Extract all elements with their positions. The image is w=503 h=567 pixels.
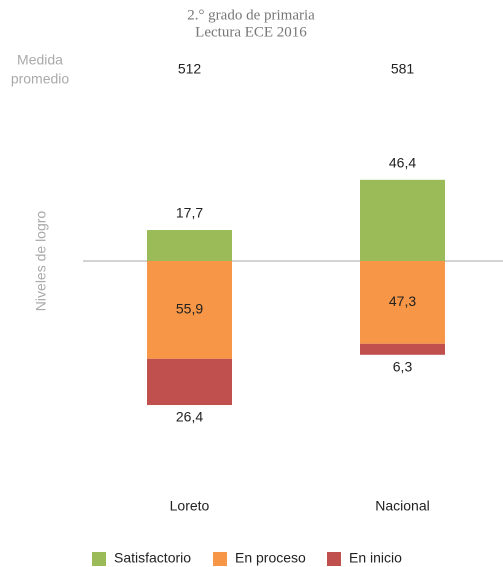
data-label: 26,4	[176, 409, 203, 425]
y-axis-label: Niveles de logro	[33, 211, 49, 312]
data-label: 17,7	[176, 205, 203, 221]
bar-segment	[147, 358, 232, 406]
chart-subtitle: Lectura ECE 2016	[195, 24, 307, 40]
bar-segment	[360, 261, 445, 344]
legend-swatch	[327, 552, 341, 566]
legend-label: En proceso	[235, 550, 306, 566]
legend-swatch	[92, 552, 106, 566]
average-value: 581	[391, 61, 415, 77]
legend-swatch	[213, 552, 227, 566]
data-label: 46,4	[389, 155, 416, 171]
data-label: 55,9	[176, 301, 203, 317]
average-value: 512	[178, 61, 202, 77]
chart-title: 2.° grado de primaria	[187, 7, 315, 23]
x-tick-label: Nacional	[375, 498, 429, 514]
bar-segment	[360, 179, 445, 261]
x-tick-label: Loreto	[170, 498, 210, 514]
data-label: 47,3	[389, 293, 416, 309]
data-label: 6,3	[393, 359, 413, 375]
legend-label: Satisfactorio	[114, 550, 191, 566]
legend-label: En inicio	[349, 550, 402, 566]
bar-segment	[147, 261, 232, 359]
average-label: Medida	[17, 52, 63, 68]
average-label: promedio	[11, 71, 70, 87]
bar-segment	[360, 343, 445, 355]
bar-segment	[147, 230, 232, 261]
